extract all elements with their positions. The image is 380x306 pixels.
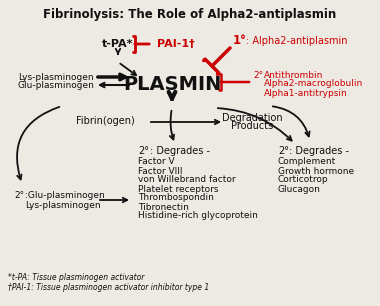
Text: 2°: 2°: [278, 146, 289, 156]
Text: Factor VIII: Factor VIII: [138, 166, 182, 176]
Text: Products: Products: [231, 121, 273, 131]
Text: Fibrin(ogen): Fibrin(ogen): [76, 116, 135, 126]
Text: : Alpha2-antiplasmin: : Alpha2-antiplasmin: [246, 36, 347, 46]
Text: Degradation: Degradation: [222, 113, 282, 123]
Text: Alpha1-antitrypsin: Alpha1-antitrypsin: [264, 88, 348, 98]
Text: : Degrades -: : Degrades -: [150, 146, 210, 156]
Text: : Degrades -: : Degrades -: [289, 146, 349, 156]
Text: Antithrombin: Antithrombin: [264, 70, 323, 80]
Text: 1°: 1°: [233, 35, 247, 47]
Text: :Glu-plasminogen: :Glu-plasminogen: [25, 192, 105, 200]
Text: Growth hormone: Growth hormone: [278, 166, 354, 176]
Text: Histidine-rich glycoprotein: Histidine-rich glycoprotein: [138, 211, 258, 221]
Text: Platelet receptors: Platelet receptors: [138, 185, 218, 193]
Text: t-PA*: t-PA*: [102, 39, 134, 49]
Text: PLASMIN: PLASMIN: [123, 74, 221, 94]
Text: †PAI-1: Tissue plasminogen activator inhibitor type 1: †PAI-1: Tissue plasminogen activator inh…: [8, 283, 209, 293]
Text: Lys-plasminogen: Lys-plasminogen: [18, 73, 93, 83]
Text: 2°: 2°: [14, 192, 24, 200]
Text: Glu-plasminogen: Glu-plasminogen: [18, 81, 95, 91]
Text: von Willebrand factor: von Willebrand factor: [138, 176, 236, 185]
Text: Glucagon: Glucagon: [278, 185, 321, 193]
Text: Thrombospondin: Thrombospondin: [138, 193, 214, 203]
Text: PAI-1†: PAI-1†: [157, 39, 195, 49]
Text: Lys-plasminogen: Lys-plasminogen: [25, 200, 101, 210]
Text: Factor V: Factor V: [138, 158, 175, 166]
Text: Alpha2-macroglobulin: Alpha2-macroglobulin: [264, 80, 363, 88]
Text: Corticotrop: Corticotrop: [278, 176, 329, 185]
Text: 2°: 2°: [138, 146, 149, 156]
Text: 2°: 2°: [253, 70, 263, 80]
Text: Complement: Complement: [278, 158, 336, 166]
Text: Tibronectin: Tibronectin: [138, 203, 189, 211]
Text: *t-PA: Tissue plasminogen activator: *t-PA: Tissue plasminogen activator: [8, 274, 144, 282]
Text: Fibrinolysis: The Role of Alpha2-antiplasmin: Fibrinolysis: The Role of Alpha2-antipla…: [43, 8, 337, 21]
